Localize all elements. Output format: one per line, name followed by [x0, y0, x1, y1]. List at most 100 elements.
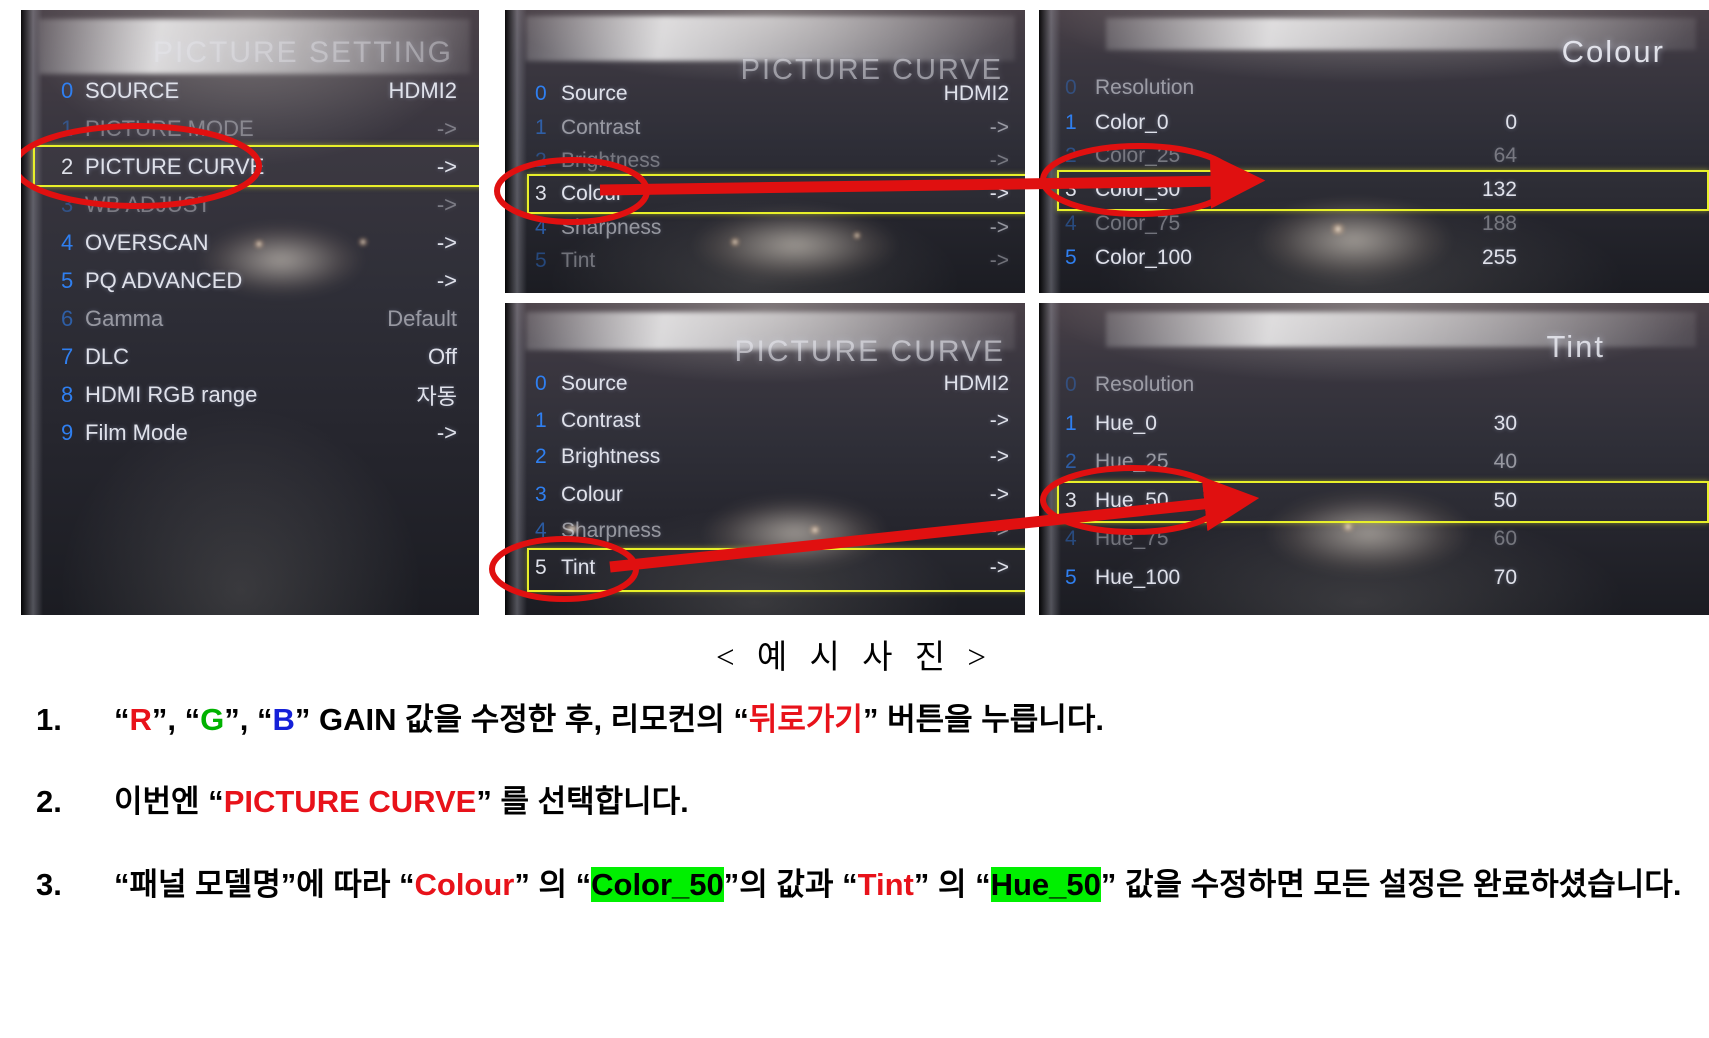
instruction-text: 이번엔 “PICTURE CURVE” 를 선택합니다.	[114, 782, 1676, 822]
osd-row[interactable]: 5 Hue_100 70	[1039, 566, 1709, 590]
instruction-1-mid: ” GAIN 값을 수정한 후, 리모컨의 “	[294, 702, 749, 737]
osd-row[interactable]: 0 Source HDMI2	[505, 82, 1025, 106]
osd-row[interactable]: 2 Brightness ->	[505, 149, 1025, 173]
osd-row[interactable]: 1 Contrast ->	[505, 116, 1025, 140]
osd-row[interactable]: 3 WB ADJUST ->	[21, 192, 479, 218]
row-value: ->	[989, 149, 1009, 172]
row-label: PICTURE MODE	[85, 116, 254, 141]
instruction-1-end: ” 버튼을 누릅니다.	[862, 702, 1104, 737]
instruction-item-1: 1. “R”, “G”, “B” GAIN 값을 수정한 후, 리모컨의 “뒤로…	[36, 700, 1676, 740]
osd-row[interactable]: 0 SOURCE HDMI2	[21, 78, 479, 104]
osd-row[interactable]: 4 Sharpness ->	[505, 519, 1025, 543]
row-index: 5	[1065, 566, 1077, 589]
row-label: Hue_25	[1095, 450, 1169, 473]
osd-row[interactable]: 0 Source HDMI2	[505, 372, 1025, 396]
osd-row[interactable]: 5 PQ ADVANCED ->	[21, 268, 479, 294]
instruction-item-3: 3. “패널 모델명”에 따라 “Colour” 의 “Color_50”의 값…	[36, 865, 1686, 905]
row-value: 30	[1493, 412, 1517, 435]
selection-highlight-box	[33, 145, 479, 187]
osd-row[interactable]: 4 OVERSCAN ->	[21, 230, 479, 256]
panel-picture-curve-top: PICTURE CURVE 0 Source HDMI2 1 Contrast …	[505, 10, 1025, 293]
osd-row[interactable]: 3 Colour ->	[505, 483, 1025, 507]
osd-row[interactable]: 6 Gamma Default	[21, 306, 479, 332]
row-index: 1	[535, 409, 547, 432]
panel-picture-curve-bottom: PICTURE CURVE 0 Source HDMI2 1 Contrast …	[505, 303, 1025, 615]
osd-row[interactable]: 8 HDMI RGB range 자동	[21, 382, 479, 409]
osd-row[interactable]: 5 Color_100 255	[1039, 246, 1709, 270]
sep-2: ”, “	[224, 702, 273, 737]
row-index: 0	[535, 372, 547, 395]
row-index: 2	[1065, 144, 1077, 167]
example-photo-caption: < 예 시 사 진 >	[716, 640, 993, 676]
instruction-2-end: ” 를 선택합니다.	[476, 784, 689, 819]
row-index: 5	[61, 268, 74, 293]
osd-row[interactable]: 4 Sharpness ->	[505, 216, 1025, 240]
osd-row[interactable]: 9 Film Mode ->	[21, 420, 479, 446]
panel-colour: Colour 0 Resolution 1 Color_0 0 2 Color_…	[1039, 10, 1709, 293]
osd-row[interactable]: 4 Color_75 188	[1039, 212, 1709, 236]
row-value: ->	[436, 192, 457, 217]
osd-row[interactable]: 1 Color_0 0	[1039, 111, 1709, 135]
light-spot-a	[1339, 521, 1357, 532]
row-label: Gamma	[85, 306, 164, 331]
osd-row[interactable]: 2 Hue_25 40	[1039, 450, 1709, 474]
selection-highlight-box	[1057, 170, 1709, 211]
osd-row[interactable]: 1 Hue_0 30	[1039, 412, 1709, 436]
gain-g-label: G	[200, 702, 225, 737]
row-value: HDMI2	[943, 372, 1009, 395]
osd-row[interactable]: 1 Contrast ->	[505, 409, 1025, 433]
row-index: 0	[1065, 76, 1077, 99]
row-index: 4	[535, 519, 547, 542]
screen-glare	[525, 312, 1015, 350]
row-value: 255	[1481, 246, 1517, 269]
osd-row[interactable]: 0 Resolution	[1039, 373, 1709, 397]
osd-row[interactable]: 2 Brightness ->	[505, 445, 1025, 469]
lens-flare	[695, 210, 895, 280]
row-index: 0	[535, 82, 547, 105]
gain-r-label: R	[129, 702, 152, 737]
quote-open: “	[114, 702, 130, 737]
row-label: Source	[561, 82, 628, 105]
screen-glare	[1106, 312, 1696, 347]
panel-title: PICTURE CURVE	[734, 335, 1005, 368]
osd-row[interactable]: 5 Tint ->	[505, 249, 1025, 273]
row-index: 3	[535, 483, 547, 506]
osd-row[interactable]: 1 PICTURE MODE ->	[21, 116, 479, 142]
instruction-2-start: 이번엔 “	[114, 784, 224, 819]
row-value: 50	[1493, 489, 1517, 512]
light-spot-b	[356, 237, 370, 247]
osd-row[interactable]: 7 DLC Off	[21, 344, 479, 370]
osd-row[interactable]: 2 Color_25 64	[1039, 144, 1709, 168]
row-index: 0	[1065, 373, 1077, 396]
lens-flare	[1269, 493, 1469, 573]
row-value: ->	[989, 519, 1009, 542]
osd-row[interactable]: 0 Resolution	[1039, 76, 1709, 100]
picture-curve-label: PICTURE CURVE	[223, 784, 477, 819]
panel-title: PICTURE SETTING	[152, 36, 453, 69]
row-label: Color_25	[1095, 144, 1181, 167]
row-index: 1	[535, 116, 547, 139]
panel-tint: Tint 0 Resolution 1 Hue_0 30 2 Hue_25 40…	[1039, 303, 1709, 615]
instruction-number: 1.	[36, 702, 62, 737]
row-value: ->	[989, 249, 1009, 272]
screen-glare	[1106, 18, 1696, 50]
row-label: Color_100	[1095, 246, 1192, 269]
row-label: Film Mode	[85, 420, 188, 445]
lens-flare-left	[201, 225, 361, 295]
instruction-3-sep2: ”의 값과 “	[723, 867, 858, 902]
light-spot-a	[252, 239, 266, 249]
row-value: 64	[1493, 144, 1517, 167]
row-label: Hue_75	[1095, 527, 1169, 550]
row-label: Tint	[561, 249, 596, 272]
row-value: 60	[1493, 527, 1517, 550]
osd-row[interactable]: 4 Hue_75 60	[1039, 527, 1709, 551]
row-index: 1	[1065, 111, 1077, 134]
row-label: Contrast	[561, 116, 641, 139]
row-value: 자동	[416, 384, 457, 409]
row-value: Default	[387, 306, 457, 331]
row-value: ->	[989, 216, 1009, 239]
instruction-number: 3.	[36, 867, 62, 902]
row-index: 8	[61, 382, 74, 407]
row-index: 9	[61, 420, 74, 445]
light-spot-b	[851, 231, 863, 240]
